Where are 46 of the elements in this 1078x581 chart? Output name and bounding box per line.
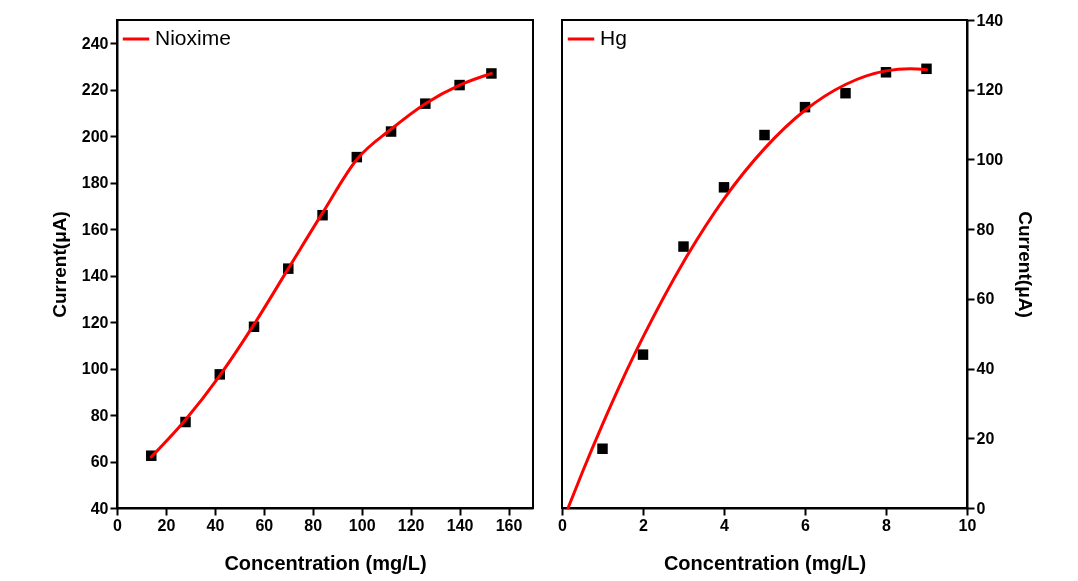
x-tick-label: 8 — [882, 516, 892, 534]
x-tick-label: 80 — [304, 516, 323, 534]
y-tick-label: 100 — [81, 360, 109, 378]
y2-axis-title: Current(μA) — [1015, 211, 1037, 318]
x-tick-label: 140 — [446, 516, 474, 534]
x-axis-title: Concentration (mg/L) — [663, 551, 867, 574]
point — [718, 182, 730, 193]
x-tick-label: 10 — [958, 516, 977, 534]
y-tick-label: 180 — [81, 174, 109, 192]
y2-tick-label: 20 — [976, 429, 995, 447]
x-tick-label: 100 — [348, 516, 376, 534]
x-tick-label: 6 — [801, 516, 811, 534]
x-tick-label: 20 — [157, 516, 176, 534]
point — [637, 349, 649, 360]
x-tick-label: 0 — [558, 516, 568, 534]
y2-tick-label: 100 — [976, 150, 1004, 168]
y-tick-label: 80 — [90, 406, 109, 424]
y2-tick-label: 140 — [976, 11, 1004, 29]
y-tick-label: 140 — [81, 267, 109, 285]
x-tick-label: 2 — [639, 516, 649, 534]
y2-tick-label: 0 — [976, 499, 986, 517]
x-tick-label: 4 — [720, 516, 730, 534]
y-tick-label: 240 — [81, 34, 109, 52]
y-tick-label: 60 — [90, 453, 109, 471]
x-axis-title: Concentration (mg/L) — [224, 551, 427, 574]
point — [678, 241, 689, 252]
x-tick-label: 60 — [255, 516, 274, 534]
legend-label: Nioxime — [155, 26, 231, 49]
x-tick-label: 160 — [495, 516, 523, 534]
y2-tick-label: 120 — [976, 81, 1004, 99]
x-tick-label: 120 — [397, 516, 425, 534]
x-tick-label: 0 — [113, 516, 123, 534]
y-tick-label: 40 — [90, 499, 109, 517]
point — [597, 443, 608, 454]
y-axis-title: Current(μA) — [48, 211, 70, 318]
y2-tick-label: 60 — [976, 290, 995, 308]
point — [759, 129, 770, 141]
y-tick-label: 220 — [81, 81, 109, 99]
x-tick-label: 40 — [206, 516, 225, 534]
y-tick-label: 160 — [81, 220, 109, 238]
point — [840, 87, 851, 99]
y2-tick-label: 40 — [976, 360, 995, 378]
y2-tick-label: 80 — [976, 220, 995, 238]
legend-label: Hg — [600, 26, 627, 49]
y-tick-label: 120 — [81, 313, 109, 331]
y-tick-label: 200 — [81, 127, 109, 145]
